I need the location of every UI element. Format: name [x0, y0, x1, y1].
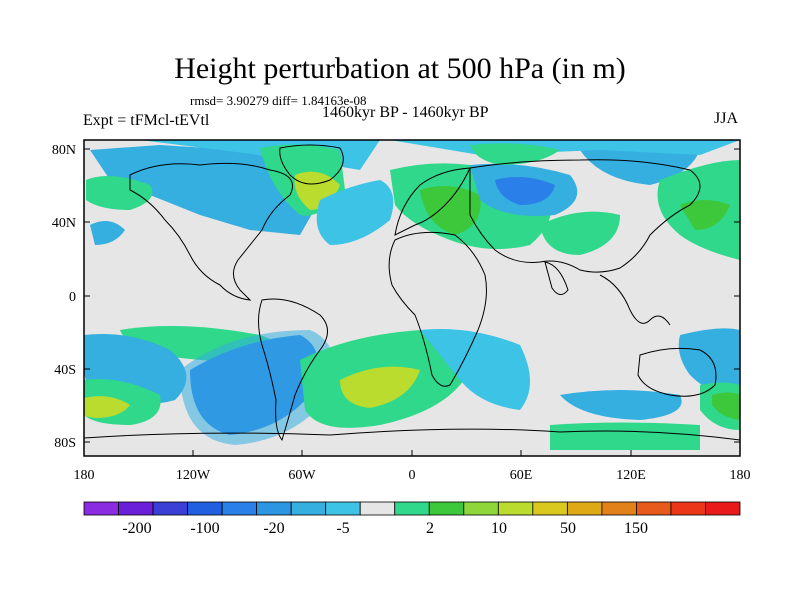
- lon-tick-label: 180: [730, 468, 751, 483]
- coastlines: [84, 144, 740, 442]
- colorbar-label: 10: [491, 520, 507, 537]
- colorbar-box: [152, 501, 188, 516]
- coastline-india: [544, 261, 569, 295]
- colorbar-box: [532, 501, 568, 516]
- lat-tick-label: 0: [69, 290, 76, 305]
- colorbar-box: [325, 501, 361, 516]
- lon-labels: 180 120W 60W 0 60E 120E 180: [74, 468, 751, 483]
- lat-tick-label: 40S: [54, 363, 76, 378]
- colorbar-box: [359, 501, 396, 516]
- period-label: 1460kyr BP - 1460kyr BP: [322, 104, 489, 121]
- coastline-asia: [469, 159, 701, 273]
- lon-tick-label: 60E: [510, 468, 533, 483]
- colorbar-box: [187, 501, 223, 516]
- contour-lightgreen-northpacific: [680, 200, 730, 230]
- colorbar-box: [601, 501, 637, 516]
- contour-deepblue-siberia: [495, 176, 555, 205]
- experiment-label: Expt = tFMcl-tEVtl: [83, 112, 210, 129]
- colorbar-box: [290, 501, 327, 516]
- colorbar-box: [83, 501, 119, 516]
- contour-yellow-south-pacific-west: [84, 396, 130, 418]
- stats-line: rmsd= 3.90279 diff= 1.84163e-08: [190, 93, 367, 108]
- colorbar-box: [497, 501, 534, 516]
- contour-blue-eastasia: [580, 147, 700, 185]
- colorbar-box: [705, 501, 741, 516]
- colorbar: [83, 501, 741, 516]
- contour-green-arctic-east-2: [470, 143, 560, 165]
- colorbar-label: 50: [560, 520, 576, 537]
- colorbar-label: -20: [263, 520, 284, 537]
- coastline-south-america: [258, 298, 328, 442]
- contour-blue-southern-ocean: [420, 329, 530, 410]
- colorbar-label: -5: [336, 520, 349, 537]
- contour-green-central-asia: [540, 211, 620, 255]
- contour-blue-indian-south: [560, 390, 682, 420]
- contour-green-west-pacific: [86, 176, 153, 210]
- contour-lightgreen-europe: [420, 186, 481, 235]
- contour-yellow-south-atlantic: [340, 366, 420, 408]
- lat-axis: [84, 148, 740, 443]
- colorbar-box: [428, 501, 465, 516]
- colorbar-box: [463, 501, 499, 516]
- coastline-greenland: [279, 144, 344, 185]
- colorbar-box: [118, 501, 154, 516]
- colorbar-box: [566, 501, 603, 516]
- map-title: Height perturbation at 500 hPa (in m): [174, 52, 626, 85]
- contour-lightgreen-southeast-pacific: [712, 392, 740, 420]
- coastline-north-america: [129, 162, 293, 301]
- lon-tick-label: 120W: [176, 468, 211, 483]
- coastline-africa: [388, 231, 487, 387]
- coastline-australia: [637, 347, 717, 397]
- season-label: JJA: [714, 110, 739, 127]
- lon-tick-label: 60W: [288, 468, 316, 483]
- colorbar-box: [636, 501, 672, 516]
- colorbar-labels: -200 -100 -20 -5 2 10 50 150: [122, 520, 648, 537]
- colorbar-label: 2: [426, 520, 434, 537]
- contour-blue-south-america: [180, 330, 335, 445]
- lon-axis: [83, 450, 741, 456]
- colorbar-label: 150: [624, 520, 648, 537]
- colorbar-box: [221, 501, 258, 516]
- contour-blue-pacific-north: [90, 221, 125, 245]
- lat-tick-label: 80N: [52, 143, 76, 158]
- colorbar-label: -100: [190, 520, 219, 537]
- lat-tick-label: 40N: [52, 216, 76, 231]
- colorbar-box: [670, 501, 706, 516]
- lon-tick-label: 180: [74, 468, 95, 483]
- colorbar-label: -200: [122, 520, 151, 537]
- colorbar-box: [394, 501, 430, 516]
- contour-blue-atlantic-north: [316, 180, 394, 245]
- lat-tick-label: 80S: [54, 436, 76, 451]
- colorbar-box: [256, 501, 292, 516]
- coastline-southeast-asia: [599, 274, 671, 326]
- lat-labels: 80N 40N 0 40S 80S: [52, 143, 76, 451]
- coastline-antarctica: [84, 428, 740, 441]
- lon-tick-label: 0: [409, 468, 416, 483]
- lon-tick-label: 120E: [616, 468, 646, 483]
- contour-green-antarctic-east: [550, 422, 700, 450]
- contour-blue-australia-south: [678, 328, 740, 400]
